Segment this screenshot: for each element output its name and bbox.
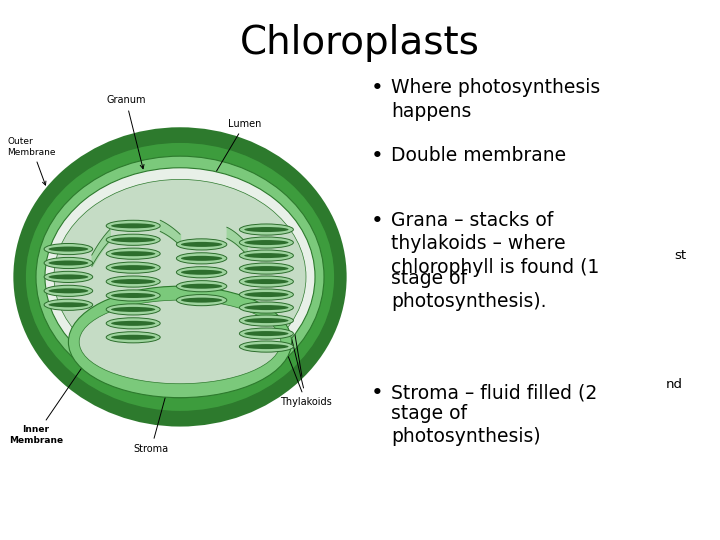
Ellipse shape <box>240 328 294 339</box>
Ellipse shape <box>111 335 156 340</box>
Ellipse shape <box>44 258 93 268</box>
Ellipse shape <box>111 265 156 270</box>
Ellipse shape <box>68 286 292 397</box>
Ellipse shape <box>181 284 222 289</box>
Text: Thylakoids: Thylakoids <box>267 303 332 407</box>
Ellipse shape <box>176 239 227 250</box>
Ellipse shape <box>244 331 289 336</box>
Text: Grana – stacks of
thylakoids – where
chlorophyll is found (1: Grana – stacks of thylakoids – where chl… <box>391 211 599 276</box>
Ellipse shape <box>240 289 294 300</box>
Text: Stroma – fluid filled (2: Stroma – fluid filled (2 <box>391 383 597 402</box>
Ellipse shape <box>44 285 93 296</box>
Ellipse shape <box>111 307 156 312</box>
Ellipse shape <box>240 341 294 352</box>
Text: •: • <box>371 211 384 231</box>
Ellipse shape <box>44 244 93 255</box>
Ellipse shape <box>244 227 289 232</box>
Text: Stroma: Stroma <box>134 374 173 454</box>
Ellipse shape <box>244 344 289 349</box>
Ellipse shape <box>240 237 294 248</box>
Text: Where photosynthesis
happens: Where photosynthesis happens <box>391 78 600 121</box>
Ellipse shape <box>181 256 222 261</box>
Ellipse shape <box>48 247 89 252</box>
Ellipse shape <box>36 156 324 397</box>
Text: nd: nd <box>665 378 683 391</box>
Ellipse shape <box>240 276 294 287</box>
Ellipse shape <box>111 224 156 228</box>
Ellipse shape <box>111 237 156 242</box>
Ellipse shape <box>176 253 227 264</box>
Ellipse shape <box>181 242 222 247</box>
Ellipse shape <box>244 292 289 297</box>
Text: Outer
Membrane: Outer Membrane <box>7 137 55 185</box>
Ellipse shape <box>107 332 161 343</box>
Text: Chloroplasts: Chloroplasts <box>240 24 480 62</box>
Ellipse shape <box>176 267 227 278</box>
Ellipse shape <box>54 179 306 374</box>
Text: st: st <box>674 249 686 262</box>
Text: •: • <box>371 383 384 403</box>
Ellipse shape <box>111 321 156 326</box>
Ellipse shape <box>176 294 227 306</box>
Ellipse shape <box>244 253 289 258</box>
Text: Inner
Membrane: Inner Membrane <box>9 359 88 444</box>
Ellipse shape <box>48 302 89 307</box>
Ellipse shape <box>244 279 289 284</box>
Ellipse shape <box>107 220 161 232</box>
Ellipse shape <box>44 271 93 282</box>
Ellipse shape <box>181 298 222 302</box>
Ellipse shape <box>176 281 227 292</box>
Ellipse shape <box>244 318 289 323</box>
Ellipse shape <box>45 168 315 386</box>
Ellipse shape <box>14 129 346 426</box>
Ellipse shape <box>107 262 161 273</box>
Ellipse shape <box>107 276 161 287</box>
Ellipse shape <box>244 305 289 310</box>
Text: Double membrane: Double membrane <box>391 146 566 165</box>
Ellipse shape <box>111 293 156 298</box>
Text: Lumen: Lumen <box>211 119 261 181</box>
Ellipse shape <box>79 300 281 384</box>
Ellipse shape <box>240 263 294 274</box>
Ellipse shape <box>48 274 89 279</box>
Ellipse shape <box>44 299 93 310</box>
Text: •: • <box>371 146 384 166</box>
Ellipse shape <box>240 250 294 261</box>
Ellipse shape <box>244 240 289 245</box>
Ellipse shape <box>244 266 289 271</box>
Ellipse shape <box>240 315 294 326</box>
Ellipse shape <box>25 142 335 411</box>
Text: Granum: Granum <box>107 96 145 168</box>
Ellipse shape <box>240 224 294 235</box>
Text: Chloroplast: Chloroplast <box>11 77 78 87</box>
Ellipse shape <box>48 288 89 293</box>
Ellipse shape <box>48 260 89 266</box>
Ellipse shape <box>111 251 156 256</box>
Ellipse shape <box>107 248 161 259</box>
Ellipse shape <box>111 279 156 284</box>
Text: •: • <box>371 78 384 98</box>
Ellipse shape <box>240 302 294 313</box>
Ellipse shape <box>107 304 161 315</box>
Text: stage of
photosynthesis).: stage of photosynthesis). <box>391 269 546 312</box>
Ellipse shape <box>107 290 161 301</box>
Ellipse shape <box>181 270 222 275</box>
Ellipse shape <box>107 234 161 245</box>
Ellipse shape <box>107 318 161 329</box>
Text: stage of
photosynthesis): stage of photosynthesis) <box>391 404 541 447</box>
